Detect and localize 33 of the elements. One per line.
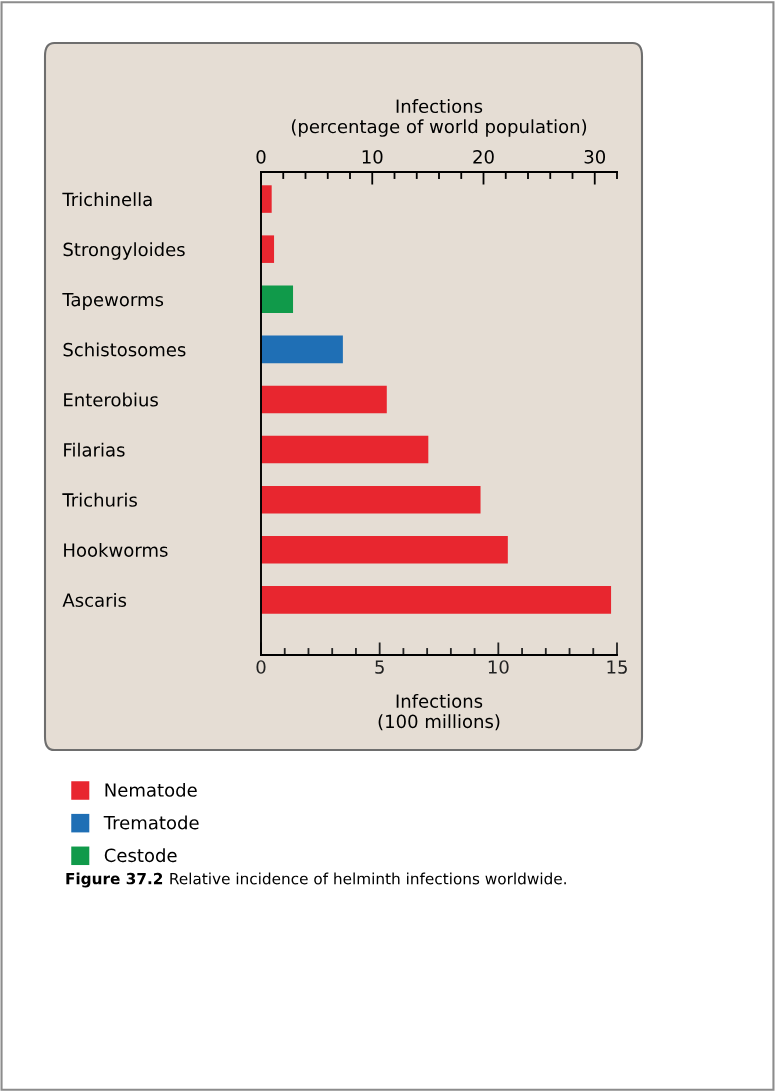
bar [261, 586, 612, 614]
x2-tick-label: 30 [584, 149, 606, 164]
x2-axis-title: Infections (percentage of world population) [291, 99, 587, 137]
y-tick-label: Filarias [64, 442, 125, 457]
x-tick-label: 5 [375, 660, 384, 674]
y-tick-label: Schistosomes [63, 342, 186, 357]
y-tick-label: Ascaris [62, 593, 127, 607]
bar [261, 285, 294, 314]
bar [261, 385, 387, 414]
bar [261, 485, 481, 514]
x-tick-label: 0 [256, 660, 266, 674]
bar [261, 435, 429, 464]
y-tick-label: Trichinella [62, 192, 152, 207]
legend-label: Nematode [105, 782, 197, 797]
text: Relative incidence of helminth infections worldwide. [170, 872, 566, 885]
x-axis-title: Infections (100 millions) [378, 694, 500, 731]
bar [261, 335, 343, 364]
legend-label: Trematode [103, 815, 199, 830]
x2-tick-label: 0 [256, 149, 266, 164]
caption: Figure 37.2 [66, 872, 163, 888]
y-tick-label: Strongyloides [63, 242, 185, 260]
y-tick-label: Enterobius [64, 392, 158, 407]
bar [261, 185, 272, 213]
x2-tick-label: 10 [362, 149, 383, 164]
y-tick-label: Hookworms [64, 542, 168, 557]
x-tick-label: 10 [488, 660, 509, 674]
y-tick-label: Trichuris [62, 492, 137, 507]
x-tick-label: 15 [607, 660, 627, 674]
y-tick-label: Tapeworms [62, 292, 164, 310]
legend-label: Cestode [104, 848, 177, 863]
x2-tick-label: 20 [473, 149, 494, 164]
bar [261, 536, 508, 564]
bar [261, 235, 275, 263]
